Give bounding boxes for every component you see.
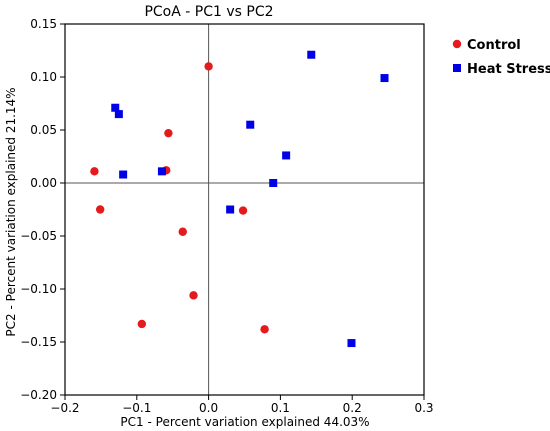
data-point — [90, 167, 99, 176]
data-point — [226, 205, 235, 214]
data-point — [164, 128, 173, 138]
data-point — [114, 110, 123, 119]
legend-marker — [453, 64, 461, 72]
legend: Control Heat Stress — [452, 38, 550, 77]
legend-marker — [452, 39, 462, 49]
data-point — [380, 74, 389, 83]
series-heat-stress — [111, 50, 389, 348]
y-tick-label: −0.20 — [20, 388, 57, 402]
y-tick-label: −0.15 — [20, 335, 57, 349]
x-tick-label: −0.1 — [122, 401, 151, 415]
plot-frame — [64, 23, 425, 396]
data-point — [95, 205, 105, 214]
legend-label: Heat Stress — [467, 62, 550, 77]
data-point — [178, 227, 187, 236]
data-point — [137, 319, 147, 329]
legend-label: Control — [467, 38, 521, 53]
y-tick-label: −0.05 — [20, 229, 57, 243]
axes: −0.2 −0.1 0.0 0.1 0.2 0.3 −0.20 −0.15 −0.10 −0.05… — [20, 17, 433, 415]
data-point — [260, 325, 269, 334]
data-point — [307, 50, 316, 59]
data-point — [347, 339, 356, 348]
data-point — [269, 179, 278, 187]
y-tick-label: 0.05 — [30, 123, 57, 137]
data-point — [111, 103, 120, 112]
x-tick-label: −0.2 — [50, 401, 79, 415]
y-tick-label: −0.10 — [20, 282, 57, 296]
data-point — [119, 170, 128, 179]
data-point — [189, 291, 198, 300]
x-tick-label: 0.1 — [271, 401, 290, 415]
data-point — [204, 62, 213, 71]
y-tick-label: 0.15 — [30, 17, 57, 31]
x-tick-label: 0.2 — [343, 401, 362, 415]
data-point — [282, 151, 291, 160]
x-axis-label: PC1 - Percent variation explained 44.03% — [120, 415, 369, 429]
x-tick-label: 0.0 — [199, 401, 218, 415]
y-axis-label: PC2 - Percent variation explained 21.14% — [4, 87, 18, 336]
plot-area — [65, 24, 424, 395]
chart-title: PCoA - PC1 vs PC2 — [144, 4, 273, 20]
y-tick-label: 0.10 — [30, 70, 57, 84]
data-point — [238, 206, 248, 215]
x-tick-label: 0.3 — [414, 401, 433, 415]
data-point — [157, 167, 166, 176]
y-tick-label: 0.00 — [30, 176, 57, 190]
series-control — [90, 62, 269, 334]
data-point — [246, 120, 255, 129]
